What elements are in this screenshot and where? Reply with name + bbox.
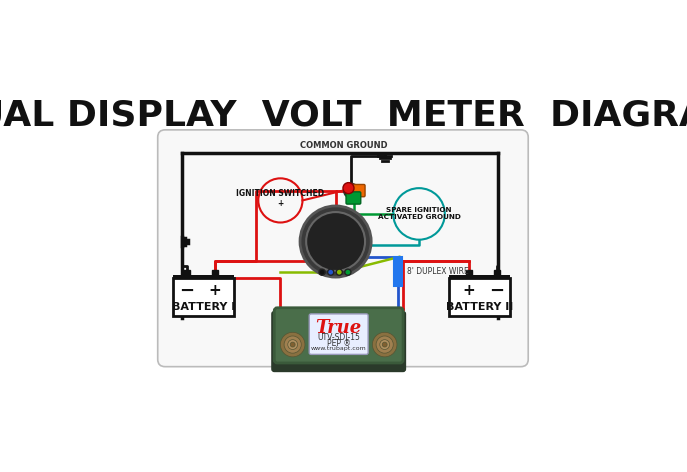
Circle shape	[380, 340, 390, 349]
Circle shape	[336, 269, 342, 275]
Text: SPARE IGNITION
ACTIVATED GROUND: SPARE IGNITION ACTIVATED GROUND	[378, 207, 460, 220]
Circle shape	[288, 340, 297, 349]
FancyBboxPatch shape	[158, 130, 528, 367]
Circle shape	[372, 332, 397, 357]
Bar	[212, 270, 218, 275]
Circle shape	[328, 269, 334, 275]
Bar	[173, 278, 234, 316]
Bar	[466, 270, 472, 275]
Bar	[494, 270, 500, 275]
Text: BATTERY I: BATTERY I	[172, 302, 236, 312]
Text: UTV-SDI-15: UTV-SDI-15	[317, 333, 360, 342]
FancyBboxPatch shape	[309, 314, 368, 354]
Text: BATTERY II: BATTERY II	[446, 302, 513, 312]
Bar	[173, 275, 234, 278]
Text: DUAL DISPLAY  VOLT  METER  DIAGRAM: DUAL DISPLAY VOLT METER DIAGRAM	[0, 99, 687, 133]
FancyBboxPatch shape	[346, 192, 361, 204]
Circle shape	[306, 212, 365, 271]
FancyBboxPatch shape	[352, 185, 365, 197]
Circle shape	[376, 336, 393, 353]
Text: IGNITION SWITCHED
+: IGNITION SWITCHED +	[236, 189, 324, 208]
Bar	[394, 257, 403, 287]
Bar	[183, 270, 190, 275]
Text: www.trubapt.com: www.trubapt.com	[311, 346, 367, 351]
Text: PEP ®: PEP ®	[327, 339, 350, 348]
FancyBboxPatch shape	[274, 308, 403, 363]
Circle shape	[290, 342, 295, 347]
Circle shape	[284, 336, 302, 353]
Circle shape	[319, 269, 325, 275]
Circle shape	[343, 183, 354, 194]
Text: 8' DUPLEX WIRE: 8' DUPLEX WIRE	[407, 267, 469, 276]
Text: True: True	[315, 319, 362, 337]
Circle shape	[382, 342, 387, 347]
FancyBboxPatch shape	[271, 311, 406, 372]
Circle shape	[345, 269, 351, 275]
Circle shape	[280, 332, 305, 357]
Text: COMMON GROUND: COMMON GROUND	[300, 141, 387, 150]
Text: +: +	[208, 283, 221, 298]
Bar	[449, 278, 510, 316]
Bar	[449, 275, 510, 278]
Text: +: +	[462, 283, 475, 298]
Circle shape	[344, 183, 359, 198]
Text: −: −	[179, 282, 194, 300]
Circle shape	[300, 206, 371, 277]
Text: −: −	[489, 282, 504, 300]
